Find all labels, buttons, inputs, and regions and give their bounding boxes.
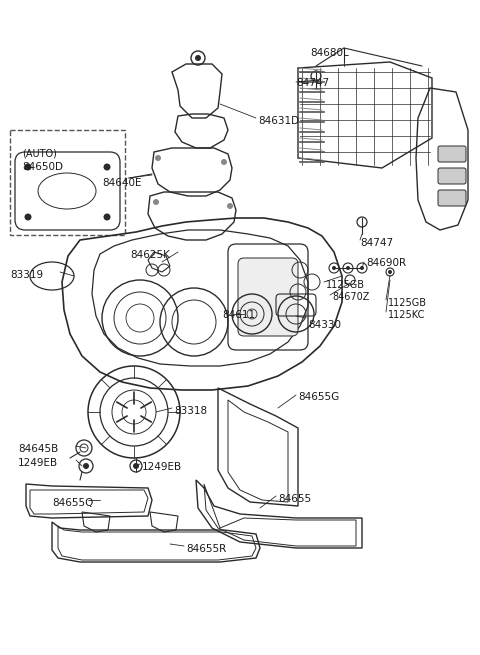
Text: 84611: 84611 [222,310,255,320]
Circle shape [104,164,110,170]
Text: 1125KC: 1125KC [388,310,425,320]
Text: 84655G: 84655G [298,392,339,402]
Text: 84625K: 84625K [130,250,170,260]
FancyBboxPatch shape [238,258,298,336]
Text: 1249EB: 1249EB [142,462,182,472]
Circle shape [195,55,201,61]
Circle shape [332,266,336,270]
Text: 84650D: 84650D [22,162,63,172]
Circle shape [133,463,139,469]
Text: 1249EB: 1249EB [18,458,58,468]
Text: 84670Z: 84670Z [332,292,370,302]
Text: 1125GB: 1125GB [326,280,365,290]
Circle shape [104,214,110,221]
Text: 84655Q: 84655Q [52,498,94,508]
Text: 83319: 83319 [10,270,43,280]
Circle shape [24,214,32,221]
Text: 84655R: 84655R [186,544,226,554]
Text: (AUTO): (AUTO) [22,148,57,158]
Circle shape [388,270,392,274]
Text: 84330: 84330 [308,320,341,330]
Text: 84631D: 84631D [258,116,299,126]
Circle shape [153,199,159,205]
Circle shape [360,266,364,270]
Text: 1125GB: 1125GB [388,298,427,308]
Circle shape [221,159,227,165]
Circle shape [227,203,233,209]
Text: 84747: 84747 [360,238,393,248]
FancyBboxPatch shape [438,190,466,206]
Circle shape [155,155,161,161]
Circle shape [24,164,32,170]
Circle shape [346,266,350,270]
Text: 84655: 84655 [278,494,311,504]
Text: 84640E: 84640E [102,178,142,188]
Text: 84690R: 84690R [366,258,406,268]
Text: 83318: 83318 [174,406,207,416]
FancyBboxPatch shape [438,146,466,162]
Text: 84645B: 84645B [18,444,58,454]
Text: 84747: 84747 [296,78,329,88]
Circle shape [83,463,89,469]
FancyBboxPatch shape [438,168,466,184]
Text: 84680L: 84680L [310,48,349,58]
